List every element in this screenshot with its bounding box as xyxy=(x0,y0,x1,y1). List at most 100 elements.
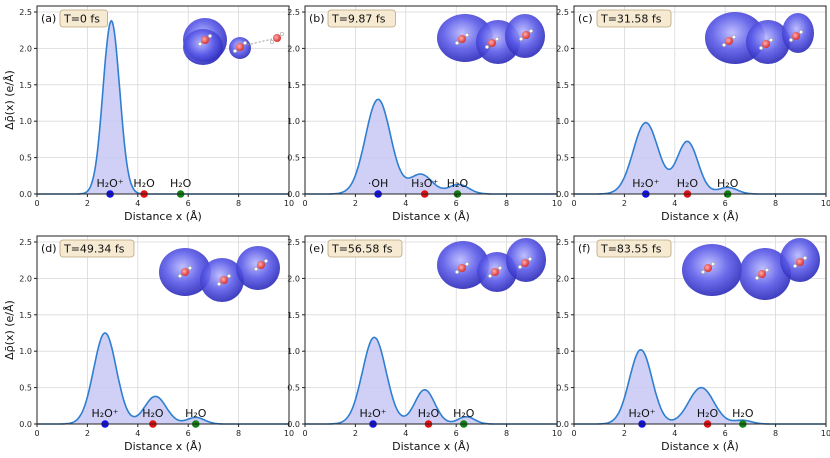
time-label: T=31.58 fs xyxy=(600,13,662,26)
time-label: T=49.34 fs xyxy=(63,243,125,256)
tick-label-y: 1.0 xyxy=(556,117,569,126)
time-label: T=9.87 fs xyxy=(331,13,386,26)
time-label-box xyxy=(327,9,396,28)
marker-label: H₂O xyxy=(447,177,469,190)
tick-label-x: 4 xyxy=(672,429,677,438)
axes-frame xyxy=(36,5,290,195)
tick-label-y: 1.0 xyxy=(19,347,32,356)
hydrogen-atom xyxy=(177,273,183,279)
x-axis-label: Distance x (Å) xyxy=(392,440,470,453)
tick-label-x: 2 xyxy=(622,199,627,208)
tick-label-y: 2.5 xyxy=(556,8,569,17)
hydrogen-atom xyxy=(802,255,808,261)
hydrogen-atom xyxy=(187,265,193,271)
hydrogen-atom xyxy=(253,266,259,272)
hydrogen-atom xyxy=(527,256,533,262)
time-label: T=83.55 fs xyxy=(600,243,662,256)
panel-letter: (d) xyxy=(41,242,57,255)
hydrogen-atom xyxy=(754,275,760,281)
oxygen-atom xyxy=(762,40,770,48)
tick-label-x: 0 xyxy=(302,199,307,208)
tick-label-x: 8 xyxy=(504,199,509,208)
tick-label-y: 0.0 xyxy=(287,420,300,429)
tick-label-y: 1.5 xyxy=(556,311,569,320)
tick-label-x: 0 xyxy=(34,199,39,208)
oxygen-atom xyxy=(488,39,496,47)
marker-label: H₂O xyxy=(418,407,440,420)
tick-label-y: 0.5 xyxy=(19,154,32,163)
axes-frame xyxy=(304,5,558,195)
tick-label-x: 2 xyxy=(622,429,627,438)
marker-label: H₂O xyxy=(677,177,699,190)
oxygen-atom xyxy=(796,258,804,266)
tick-label-x: 10 xyxy=(821,199,830,208)
tick-label-y: 2.5 xyxy=(19,8,32,17)
tick-label-x: 6 xyxy=(454,199,459,208)
marker-label: ·OH xyxy=(368,177,388,190)
time-label-box xyxy=(596,239,672,258)
tick-label-y: 1.5 xyxy=(19,311,32,320)
electron-cloud xyxy=(183,29,223,65)
tick-label-x: 4 xyxy=(403,199,408,208)
tick-label-x: 0 xyxy=(571,199,576,208)
oxygen-atom xyxy=(236,43,244,51)
tick-label-x: 6 xyxy=(723,429,728,438)
x-axis-label: Distance x (Å) xyxy=(124,440,202,453)
oxygen-atom xyxy=(758,270,766,278)
tick-label-x: 8 xyxy=(504,429,509,438)
oxygen-atom xyxy=(201,36,209,44)
tick-label-y: 1.5 xyxy=(287,311,300,320)
density-fill xyxy=(305,99,557,194)
panel-letter: (e) xyxy=(309,242,324,255)
tick-label-y: 0.5 xyxy=(19,384,32,393)
marker-label: H₂O⁺ xyxy=(91,407,118,420)
tick-label-x: 10 xyxy=(284,199,294,208)
axes-frame xyxy=(304,235,558,425)
marker-label: H₃O⁺ xyxy=(411,177,438,190)
tick-label-x: 0 xyxy=(34,429,39,438)
tick-label-x: 2 xyxy=(85,199,90,208)
tick-label-x: 8 xyxy=(773,429,778,438)
oxygen-atom xyxy=(257,261,265,269)
marker-label: H₂O⁺ xyxy=(97,177,124,190)
hydrogen-atom xyxy=(263,258,269,264)
tick-label-x: 8 xyxy=(773,199,778,208)
hydrogen-atom xyxy=(710,261,716,267)
density-fill xyxy=(37,333,289,424)
tick-label-y: 2.0 xyxy=(287,44,300,53)
tick-label-x: 10 xyxy=(552,199,562,208)
hydrogen-atom xyxy=(216,281,222,287)
tick-label-y: 2.5 xyxy=(287,238,300,247)
tick-label-y: 1.5 xyxy=(19,81,32,90)
y-axis-label: Δρ̄(x) (e/Å) xyxy=(3,70,16,130)
tick-label-x: 10 xyxy=(284,429,294,438)
oxygen-atom xyxy=(458,264,466,272)
tick-label-y: 2.0 xyxy=(287,274,300,283)
hydrogen-atom xyxy=(279,31,285,37)
panel-letter: (a) xyxy=(41,12,56,25)
marker-label: H₂O⁺ xyxy=(632,177,659,190)
oxygen-atom xyxy=(792,32,800,40)
molecule-cloud-icon xyxy=(159,246,280,302)
time-label-box xyxy=(596,9,672,28)
tick-label-x: 2 xyxy=(353,429,358,438)
panel-letter: (f) xyxy=(578,242,590,255)
tick-label-x: 4 xyxy=(672,199,677,208)
density-fill xyxy=(574,349,826,424)
tick-label-y: 0.0 xyxy=(556,190,569,199)
time-label: T=0 fs xyxy=(63,13,100,26)
tick-label-x: 0 xyxy=(571,429,576,438)
oxygen-atom xyxy=(725,37,733,45)
hydrogen-atom xyxy=(700,269,706,275)
electron-cloud xyxy=(236,246,280,290)
tick-label-y: 0.0 xyxy=(19,420,32,429)
hydrogen-atom xyxy=(764,267,770,273)
oxygen-atom xyxy=(220,276,228,284)
panel-f: H₂O⁺ H₂O H₂O 0 2 4 6 8 10 0.0 0.5 1.0 1.5 2.0 2.5 Dista… xyxy=(556,235,830,453)
density-fill xyxy=(37,20,289,194)
marker-label: H₂O xyxy=(185,407,207,420)
tick-label-y: 2.0 xyxy=(556,274,569,283)
